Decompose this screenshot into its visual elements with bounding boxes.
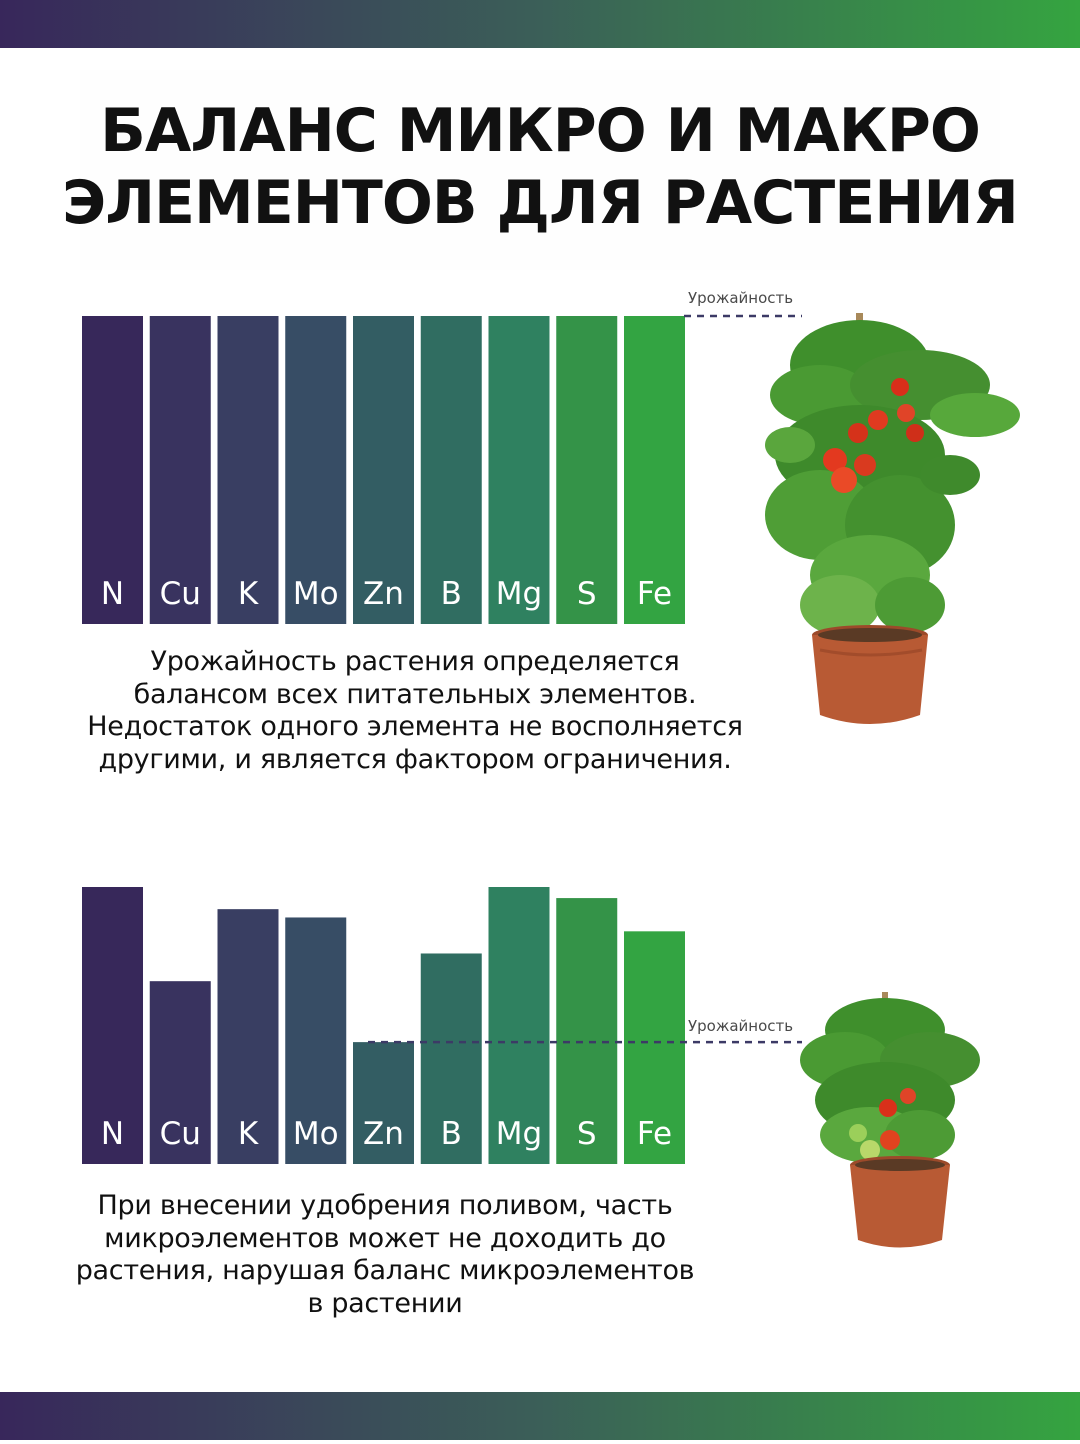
bar-label-zn: Zn xyxy=(363,1116,404,1152)
bar-n xyxy=(82,316,143,624)
tomato-fruits xyxy=(823,378,924,493)
bar-label-mo: Mo xyxy=(293,1116,339,1152)
bar-label-mo: Mo xyxy=(293,576,339,612)
bar-label-n: N xyxy=(101,576,124,612)
page-title-line-2: ЭЛЕМЕНТОВ ДЛЯ РАСТЕНИЯ xyxy=(62,168,1019,238)
bar-n xyxy=(82,887,143,1164)
bar-label-s: S xyxy=(577,576,597,612)
bar-label-b: B xyxy=(441,576,462,612)
description-balanced: Урожайность растения определяется баланс… xyxy=(87,646,743,775)
bar-cu xyxy=(149,981,211,1164)
bar-mg xyxy=(488,887,550,1164)
bar-label-fe: Fe xyxy=(637,1116,672,1152)
yield-level-label: Урожайность xyxy=(688,289,793,307)
description-deficient: При внесении удобрения поливом, часть ми… xyxy=(75,1190,695,1319)
top-gradient-stripe xyxy=(0,0,1080,48)
bar-fe xyxy=(624,316,685,624)
tomato-fruits xyxy=(849,1088,916,1160)
bar-label-s: S xyxy=(577,1116,597,1152)
bar-label-cu: Cu xyxy=(160,576,201,612)
plant-foliage xyxy=(765,320,1020,635)
bar-label-fe: Fe xyxy=(637,576,672,612)
bar-k xyxy=(217,316,279,624)
flower-pot xyxy=(850,1156,950,1248)
bottom-gradient-stripe xyxy=(0,1392,1080,1440)
bar-s xyxy=(556,316,618,624)
page-title-line-1: БАЛАНС МИКРО И МАКРО xyxy=(100,96,981,166)
bar-fe xyxy=(624,931,685,1164)
bar-label-k: K xyxy=(238,576,259,612)
bar-mo xyxy=(285,316,347,624)
tomato-plant-limited-image xyxy=(800,992,980,1248)
yield-level-label: Урожайность xyxy=(688,1017,793,1035)
title-panel xyxy=(80,70,1000,270)
bar-mg xyxy=(488,316,550,624)
tomato-plant-healthy-image xyxy=(765,313,1020,724)
bar-label-mg: Mg xyxy=(496,576,542,612)
bar-label-k: K xyxy=(238,1116,259,1152)
bar-b xyxy=(420,953,482,1164)
bar-label-mg: Mg xyxy=(496,1116,542,1152)
bar-zn xyxy=(353,1042,414,1164)
bar-label-n: N xyxy=(101,1116,124,1152)
bar-mo xyxy=(285,917,347,1164)
bar-label-cu: Cu xyxy=(160,1116,201,1152)
bar-zn xyxy=(353,316,414,624)
bar-s xyxy=(556,898,618,1164)
bar-cu xyxy=(149,316,211,624)
bar-label-zn: Zn xyxy=(363,576,404,612)
bar-b xyxy=(420,316,482,624)
flower-pot xyxy=(812,625,928,724)
bar-label-b: B xyxy=(441,1116,462,1152)
plant-foliage xyxy=(800,998,980,1163)
bar-k xyxy=(217,909,279,1164)
